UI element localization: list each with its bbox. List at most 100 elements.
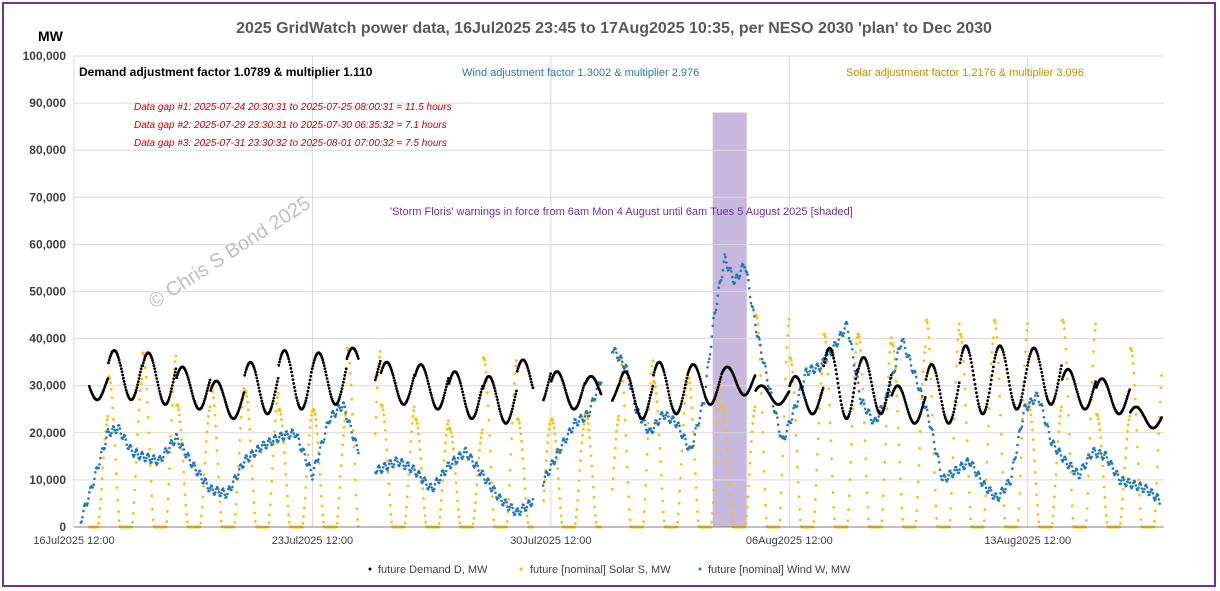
data-point bbox=[97, 466, 100, 470]
data-point bbox=[493, 386, 496, 390]
data-point bbox=[1045, 397, 1049, 400]
data-point bbox=[1068, 452, 1072, 456]
data-point bbox=[173, 370, 177, 374]
data-point bbox=[269, 492, 273, 495]
data-point bbox=[769, 387, 772, 391]
data-point bbox=[239, 426, 242, 430]
data-point bbox=[116, 498, 120, 502]
data-point bbox=[132, 501, 136, 504]
data-point bbox=[1130, 349, 1134, 353]
data-point bbox=[494, 392, 498, 395]
data-point bbox=[899, 477, 902, 481]
data-point bbox=[1059, 367, 1063, 371]
data-point bbox=[713, 461, 717, 464]
data-point bbox=[233, 521, 237, 524]
data-point bbox=[174, 367, 178, 371]
data-point bbox=[192, 397, 196, 400]
data-point bbox=[938, 388, 941, 392]
data-point bbox=[776, 416, 779, 420]
data-point bbox=[676, 520, 679, 524]
data-point bbox=[510, 410, 513, 414]
chart: 2025 GridWatch power data, 16Jul2025 23:… bbox=[23, 20, 1164, 576]
data-point bbox=[410, 422, 414, 425]
data-point bbox=[543, 475, 547, 479]
data-point bbox=[319, 484, 323, 487]
data-point bbox=[311, 364, 315, 368]
data-point bbox=[802, 380, 806, 383]
data-point bbox=[343, 405, 347, 409]
data-point bbox=[521, 457, 525, 461]
data-point bbox=[1110, 399, 1114, 403]
data-point bbox=[198, 469, 202, 473]
data-point bbox=[275, 383, 279, 387]
data-point bbox=[725, 266, 729, 270]
data-point bbox=[202, 481, 205, 485]
data-point bbox=[796, 465, 799, 469]
data-point bbox=[563, 438, 566, 442]
data-point bbox=[1035, 391, 1039, 395]
data-point bbox=[138, 458, 141, 461]
data-point bbox=[408, 392, 411, 396]
data-point bbox=[316, 460, 319, 463]
data-point bbox=[653, 368, 657, 372]
data-point bbox=[433, 482, 437, 486]
data-point bbox=[635, 405, 638, 409]
data-point bbox=[1124, 399, 1128, 403]
data-point bbox=[476, 405, 479, 409]
data-point bbox=[862, 398, 865, 402]
data-point bbox=[1088, 436, 1092, 440]
data-point bbox=[1058, 371, 1062, 375]
data-point bbox=[1127, 418, 1131, 422]
data-point bbox=[915, 509, 919, 512]
data-point bbox=[342, 401, 346, 405]
data-point bbox=[972, 378, 976, 381]
data-point bbox=[838, 390, 841, 394]
data-point bbox=[657, 422, 661, 425]
data-point bbox=[289, 434, 292, 438]
data-point bbox=[274, 410, 278, 413]
data-point bbox=[835, 372, 838, 376]
data-point bbox=[376, 386, 379, 390]
data-point bbox=[526, 521, 530, 524]
data-point bbox=[410, 382, 414, 385]
data-point bbox=[626, 481, 630, 484]
data-point bbox=[280, 433, 284, 437]
data-point bbox=[456, 499, 459, 503]
data-point bbox=[702, 390, 706, 394]
data-point bbox=[168, 395, 171, 399]
data-point bbox=[109, 381, 112, 385]
data-point bbox=[189, 386, 193, 390]
data-point bbox=[841, 409, 845, 413]
data-point bbox=[737, 277, 741, 280]
data-point bbox=[717, 398, 721, 401]
data-point bbox=[857, 381, 860, 385]
data-point bbox=[1010, 475, 1013, 479]
data-point bbox=[667, 415, 670, 418]
data-point bbox=[200, 505, 204, 509]
data-point bbox=[1053, 397, 1056, 401]
data-point bbox=[736, 274, 739, 277]
data-point bbox=[1105, 456, 1109, 459]
copyright-watermark: © Chris S Bond 2025 bbox=[145, 192, 315, 313]
data-point bbox=[97, 522, 100, 525]
data-point bbox=[993, 356, 997, 360]
data-point bbox=[749, 301, 753, 305]
data-point bbox=[387, 462, 391, 466]
data-point bbox=[849, 407, 853, 410]
data-point bbox=[953, 417, 956, 421]
data-point bbox=[492, 384, 496, 387]
data-point bbox=[807, 373, 811, 376]
data-point bbox=[722, 408, 726, 412]
data-point bbox=[150, 356, 154, 360]
data-point bbox=[921, 405, 924, 409]
y-tick-label: 30,000 bbox=[29, 379, 66, 393]
data-point bbox=[271, 454, 275, 458]
data-point bbox=[968, 354, 972, 357]
data-point bbox=[138, 373, 142, 377]
data-point bbox=[222, 489, 226, 493]
data-point bbox=[888, 380, 892, 384]
data-point bbox=[542, 480, 546, 484]
data-point bbox=[465, 408, 469, 411]
data-point bbox=[725, 438, 728, 441]
data-point bbox=[1029, 397, 1033, 401]
